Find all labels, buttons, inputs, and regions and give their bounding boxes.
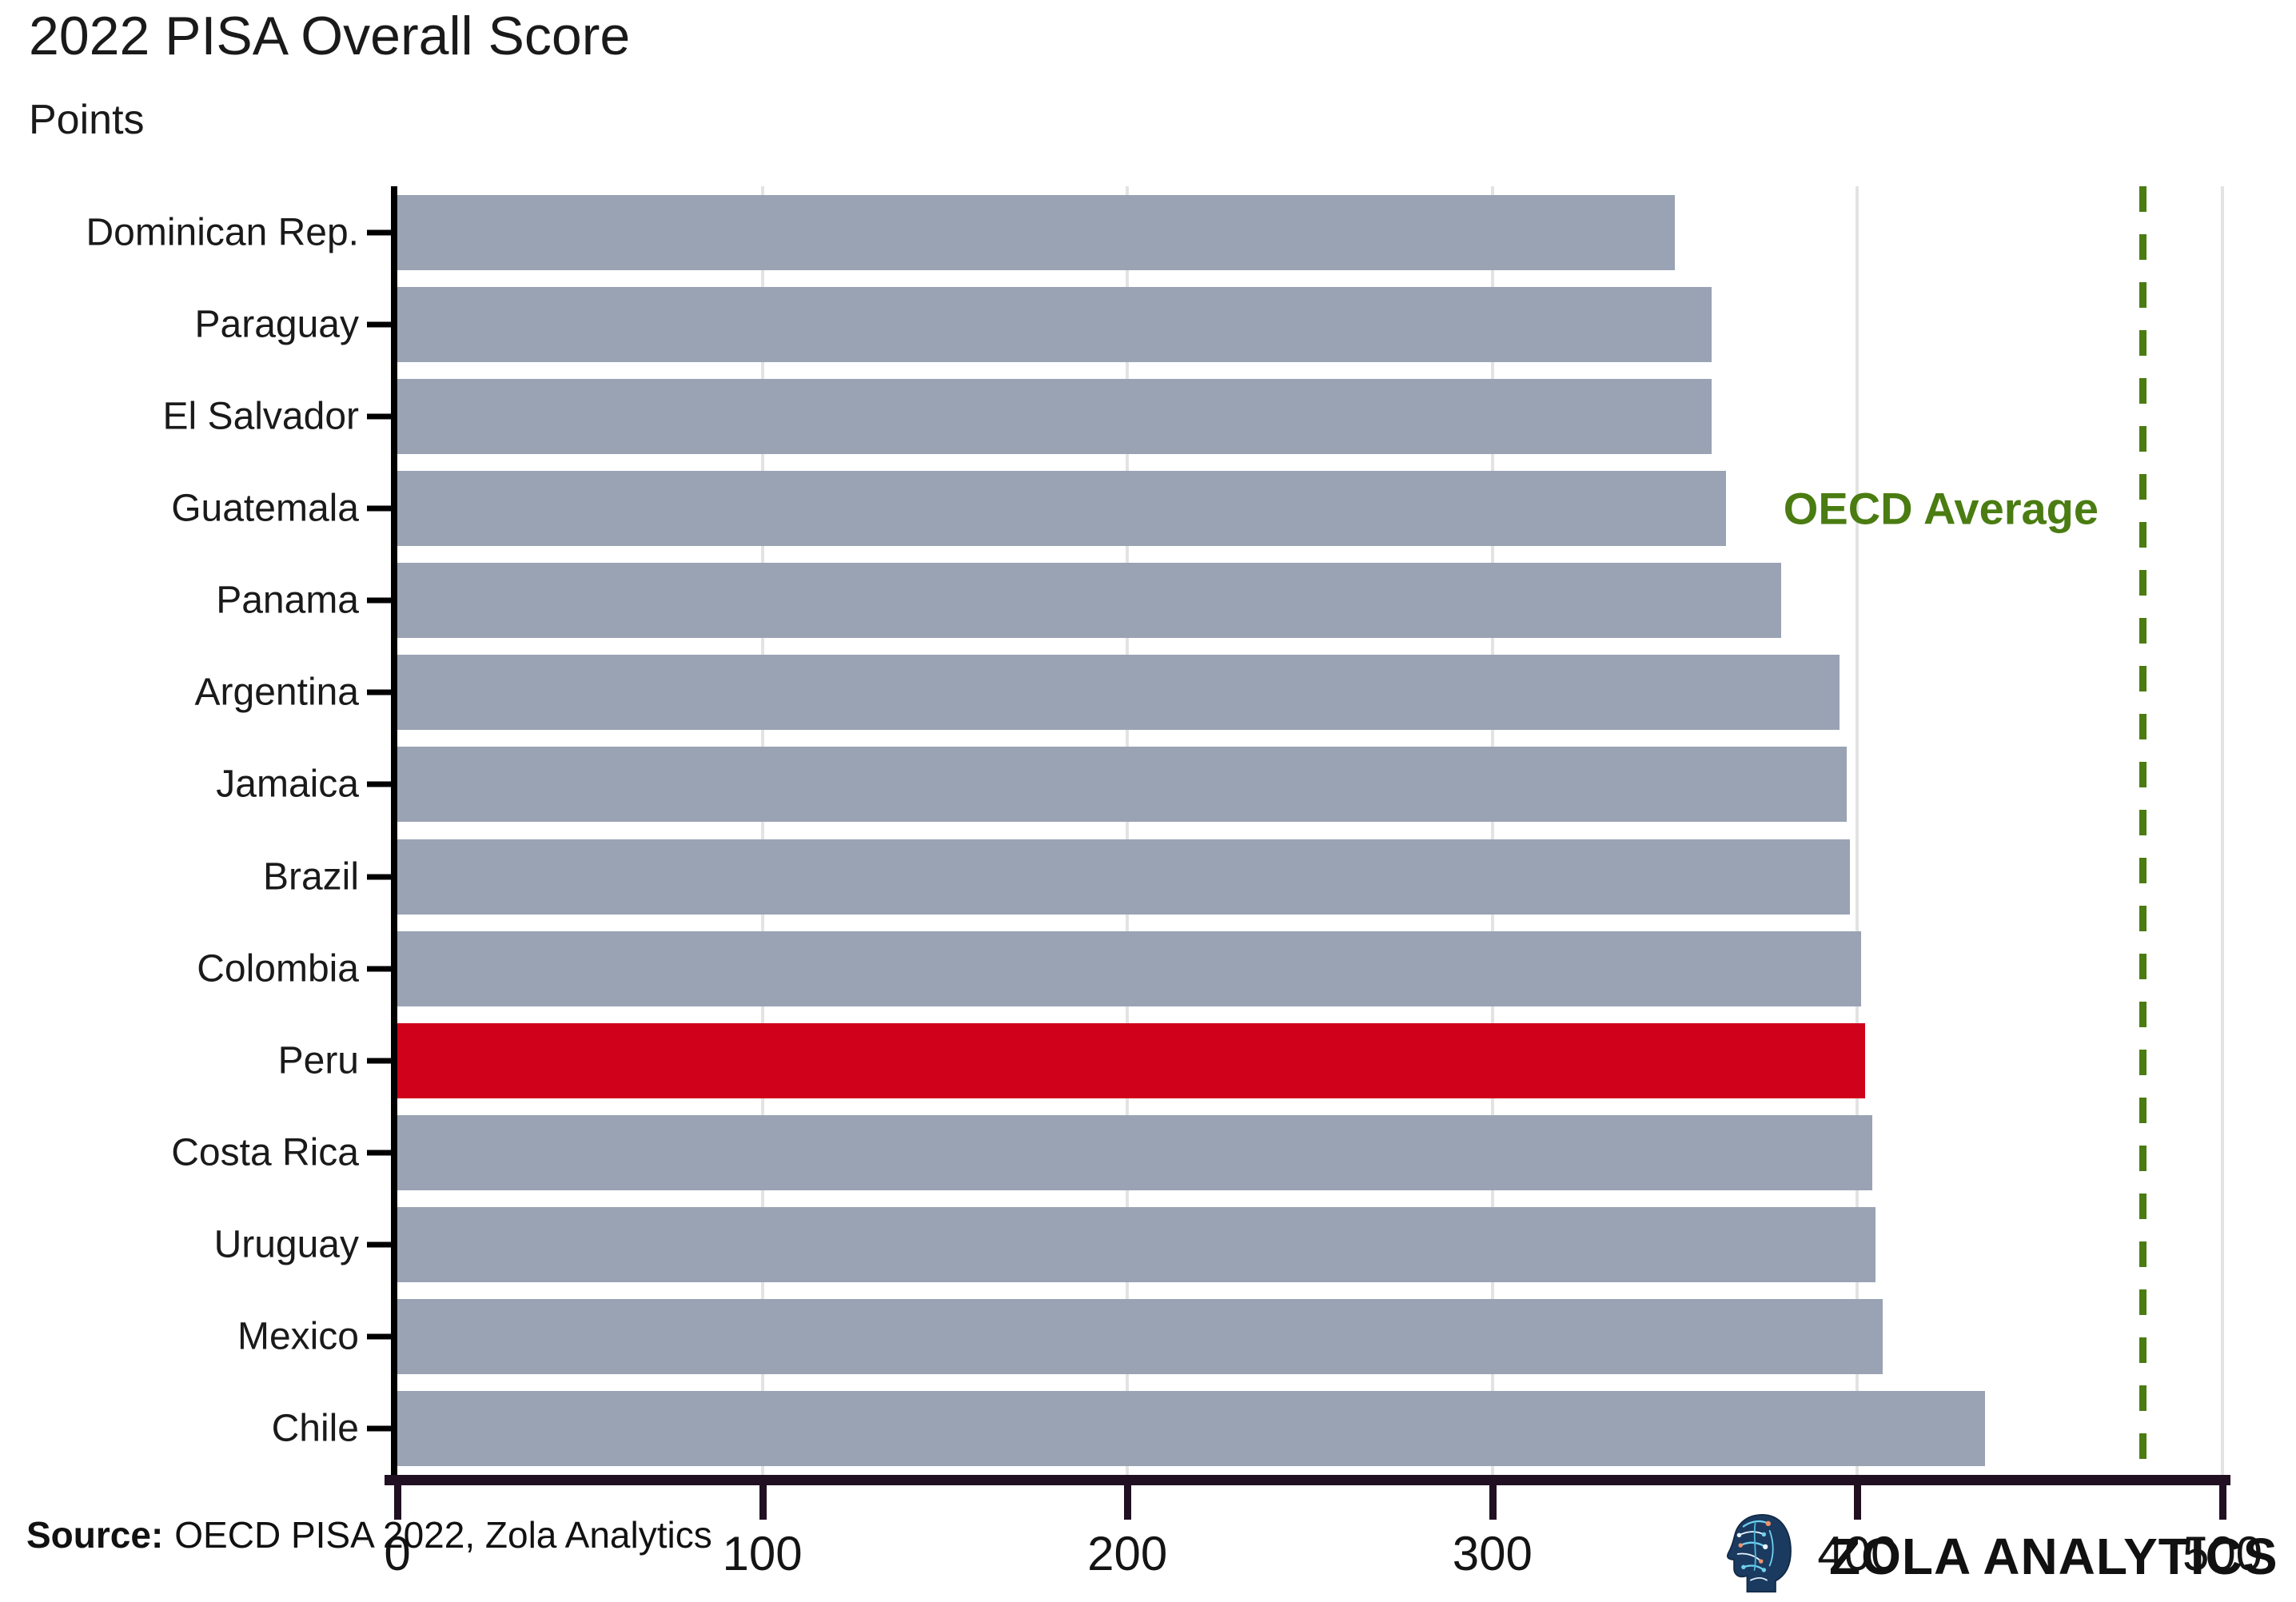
y-axis-tick — [367, 1058, 391, 1064]
y-axis-tick — [367, 1333, 391, 1340]
gridline — [1490, 186, 1494, 1475]
oecd-average-label: OECD Average — [1783, 483, 2099, 534]
category-label: Argentina — [194, 671, 359, 714]
y-axis-line — [391, 186, 397, 1485]
y-axis-tick — [367, 413, 391, 420]
category-label: Costa Rica — [171, 1131, 359, 1174]
x-tick-label: 100 — [722, 1527, 803, 1580]
chart-subtitle: Points — [29, 97, 145, 143]
bar — [397, 839, 1851, 915]
y-axis-tick — [367, 689, 391, 695]
y-axis-tick — [367, 229, 391, 236]
x-tick-label: 300 — [1452, 1527, 1533, 1580]
source-note: Source: OECD PISA 2022, Zola Analytics — [26, 1513, 712, 1556]
bar — [397, 1207, 1876, 1283]
y-axis-tick — [367, 874, 391, 880]
bar — [397, 286, 1712, 362]
source-text: OECD PISA 2022, Zola Analytics — [174, 1514, 712, 1556]
category-label: Mexico — [237, 1315, 359, 1358]
table-row: Paraguay — [195, 278, 2222, 370]
y-axis-tick — [367, 505, 391, 512]
plot-area: Dominican Rep. Paraguay El Salvador Guatema… — [86, 186, 2262, 1580]
gridline — [2221, 186, 2224, 1475]
bar — [397, 563, 1781, 639]
category-label: El Salvador — [162, 395, 359, 438]
y-axis-tick — [367, 597, 391, 604]
brand-lockup: ZOLA ANALYTICS — [1719, 1509, 2278, 1602]
x-axis-tick — [1489, 1484, 1497, 1520]
x-axis-tick — [2219, 1484, 2226, 1520]
category-label: Colombia — [197, 947, 359, 990]
bar — [397, 378, 1712, 454]
bar — [397, 194, 1676, 270]
brand-name: ZOLA ANALYTICS — [1829, 1527, 2278, 1585]
bar — [397, 470, 1727, 546]
table-row: Chile — [272, 1383, 2222, 1475]
table-row: Peru — [278, 1014, 2222, 1106]
table-row: Jamaica — [216, 739, 2222, 831]
chart-title: 2022 PISA Overall Score — [29, 6, 631, 66]
table-row: Guatemala — [171, 462, 2222, 554]
table-row: Dominican Rep. — [86, 186, 2222, 278]
bar — [397, 1114, 1872, 1190]
gridline — [1126, 186, 1130, 1475]
table-row: Mexico — [237, 1291, 2222, 1383]
table-row: Argentina — [195, 647, 2222, 739]
bar-rows: Dominican Rep. Paraguay El Salvador Guatema… — [86, 186, 2222, 1475]
table-row: Colombia — [197, 923, 2222, 1014]
y-axis-tick — [367, 1425, 391, 1432]
x-axis-tick — [1124, 1484, 1132, 1520]
bar — [397, 655, 1840, 731]
bar-highlighted — [397, 1022, 1865, 1098]
x-tick-label: 200 — [1087, 1527, 1168, 1580]
gridline — [1856, 186, 1860, 1475]
category-label: Paraguay — [194, 303, 359, 346]
table-row: Panama — [216, 555, 2222, 647]
circuit-head-icon — [1719, 1509, 1799, 1602]
bar — [397, 931, 1861, 1006]
x-axis-line — [385, 1475, 2230, 1485]
y-axis-tick — [367, 1241, 391, 1248]
bar — [397, 1299, 1883, 1375]
table-row: Costa Rica — [171, 1106, 2222, 1198]
category-label: Panama — [216, 579, 359, 622]
y-axis-tick — [367, 1150, 391, 1156]
table-row: Uruguay — [214, 1199, 2222, 1291]
oecd-average-line — [2139, 186, 2147, 1475]
y-axis-tick — [367, 966, 391, 972]
category-label: Brazil — [262, 855, 359, 899]
category-label: Peru — [277, 1039, 359, 1082]
bar — [397, 747, 1847, 823]
x-tick-label: 500 — [2182, 1527, 2263, 1580]
x-axis-tick — [1854, 1484, 1862, 1520]
table-row: Brazil — [263, 831, 2222, 923]
x-tick-label: 400 — [1817, 1527, 1898, 1580]
x-tick-label: 0 — [384, 1527, 411, 1580]
x-axis-tick — [759, 1484, 767, 1520]
gridline — [760, 186, 764, 1475]
source-label: Source: — [26, 1514, 164, 1556]
x-axis-tick — [394, 1484, 401, 1520]
y-axis-tick — [367, 321, 391, 328]
bar — [397, 1391, 1986, 1467]
y-axis-tick — [367, 781, 391, 787]
category-label: Dominican Rep. — [86, 211, 359, 254]
category-label: Guatemala — [171, 487, 359, 530]
category-label: Uruguay — [213, 1223, 359, 1266]
table-row: El Salvador — [163, 370, 2222, 462]
category-label: Jamaica — [216, 763, 359, 806]
category-label: Chile — [271, 1407, 359, 1450]
